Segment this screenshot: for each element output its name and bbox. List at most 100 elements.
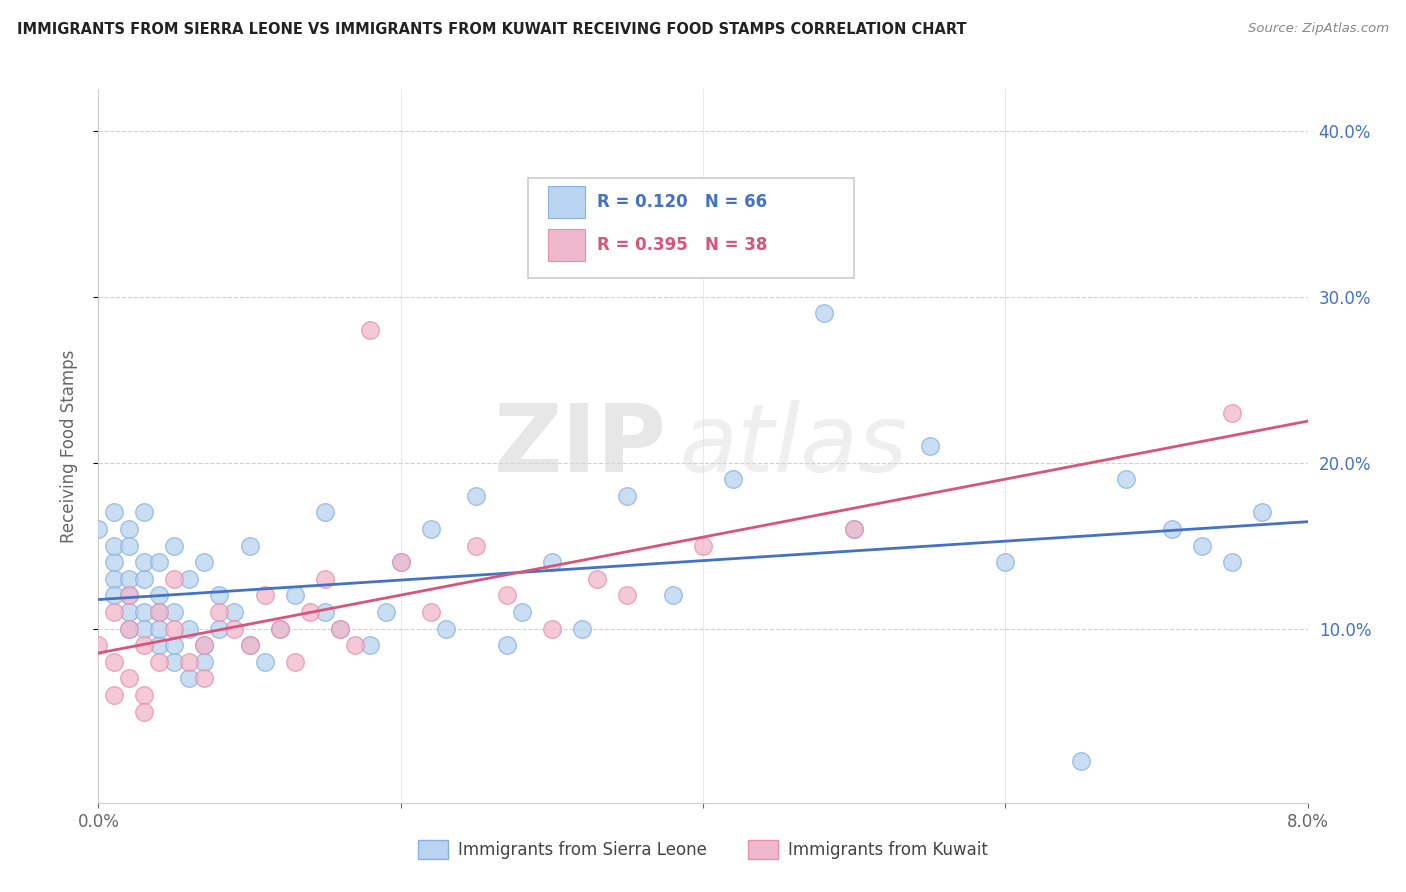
Text: IMMIGRANTS FROM SIERRA LEONE VS IMMIGRANTS FROM KUWAIT RECEIVING FOOD STAMPS COR: IMMIGRANTS FROM SIERRA LEONE VS IMMIGRAN…: [17, 22, 966, 37]
Point: [360, 638, 382, 652]
Text: R = 0.395   N = 38: R = 0.395 N = 38: [596, 235, 766, 253]
Point: [118, 572, 141, 586]
Point: [193, 655, 215, 669]
Point: [299, 605, 322, 619]
Point: [132, 555, 155, 569]
Text: Source: ZipAtlas.com: Source: ZipAtlas.com: [1249, 22, 1389, 36]
Point: [616, 588, 638, 602]
Point: [540, 555, 562, 569]
Point: [103, 539, 125, 553]
Point: [179, 572, 201, 586]
Point: [389, 555, 412, 569]
Point: [163, 605, 186, 619]
Text: R = 0.120   N = 66: R = 0.120 N = 66: [596, 193, 766, 211]
Point: [329, 622, 352, 636]
Point: [87, 638, 110, 652]
FancyBboxPatch shape: [548, 186, 585, 218]
Point: [571, 622, 593, 636]
Point: [253, 655, 276, 669]
Point: [132, 572, 155, 586]
Point: [132, 622, 155, 636]
Point: [389, 555, 412, 569]
Point: [314, 605, 336, 619]
Point: [723, 472, 745, 486]
Point: [314, 505, 336, 519]
Point: [163, 638, 186, 652]
FancyBboxPatch shape: [548, 228, 585, 260]
Point: [103, 688, 125, 702]
Point: [132, 505, 155, 519]
Point: [344, 638, 367, 652]
Point: [103, 505, 125, 519]
Point: [661, 588, 683, 602]
Point: [510, 605, 533, 619]
Point: [179, 655, 201, 669]
Point: [118, 622, 141, 636]
Point: [179, 671, 201, 685]
Point: [132, 638, 155, 652]
Point: [179, 622, 201, 636]
Point: [132, 705, 155, 719]
Point: [148, 605, 170, 619]
Point: [148, 655, 170, 669]
Point: [193, 638, 215, 652]
Point: [148, 605, 170, 619]
Point: [420, 605, 443, 619]
Point: [208, 588, 231, 602]
Point: [87, 522, 110, 536]
Point: [208, 622, 231, 636]
Point: [224, 605, 246, 619]
Point: [1115, 472, 1137, 486]
Point: [208, 605, 231, 619]
Point: [103, 572, 125, 586]
Point: [284, 655, 307, 669]
Point: [329, 622, 352, 636]
Text: ZIP: ZIP: [494, 400, 666, 492]
Point: [118, 588, 141, 602]
Point: [284, 588, 307, 602]
Point: [118, 622, 141, 636]
Point: [118, 605, 141, 619]
Point: [239, 638, 262, 652]
Point: [163, 539, 186, 553]
Point: [420, 522, 443, 536]
Point: [148, 555, 170, 569]
Point: [148, 588, 170, 602]
Point: [269, 622, 291, 636]
Point: [465, 539, 488, 553]
Point: [148, 622, 170, 636]
Point: [844, 522, 866, 536]
Point: [103, 605, 125, 619]
Y-axis label: Receiving Food Stamps: Receiving Food Stamps: [59, 350, 77, 542]
Point: [193, 671, 215, 685]
Point: [193, 638, 215, 652]
Point: [163, 572, 186, 586]
Point: [692, 539, 714, 553]
Point: [132, 688, 155, 702]
Point: [103, 588, 125, 602]
Point: [586, 572, 609, 586]
Point: [360, 323, 382, 337]
Point: [1191, 539, 1213, 553]
Point: [1070, 754, 1092, 768]
Point: [103, 555, 125, 569]
Point: [224, 622, 246, 636]
Point: [465, 489, 488, 503]
Point: [1160, 522, 1182, 536]
Point: [314, 572, 336, 586]
Point: [239, 539, 262, 553]
Point: [163, 622, 186, 636]
Point: [148, 638, 170, 652]
Point: [918, 439, 941, 453]
FancyBboxPatch shape: [527, 178, 855, 278]
Point: [994, 555, 1017, 569]
Point: [813, 306, 835, 320]
Point: [269, 622, 291, 636]
Point: [118, 522, 141, 536]
Point: [193, 555, 215, 569]
Point: [495, 588, 517, 602]
Point: [132, 605, 155, 619]
Point: [118, 539, 141, 553]
Point: [118, 671, 141, 685]
Text: atlas: atlas: [679, 401, 907, 491]
